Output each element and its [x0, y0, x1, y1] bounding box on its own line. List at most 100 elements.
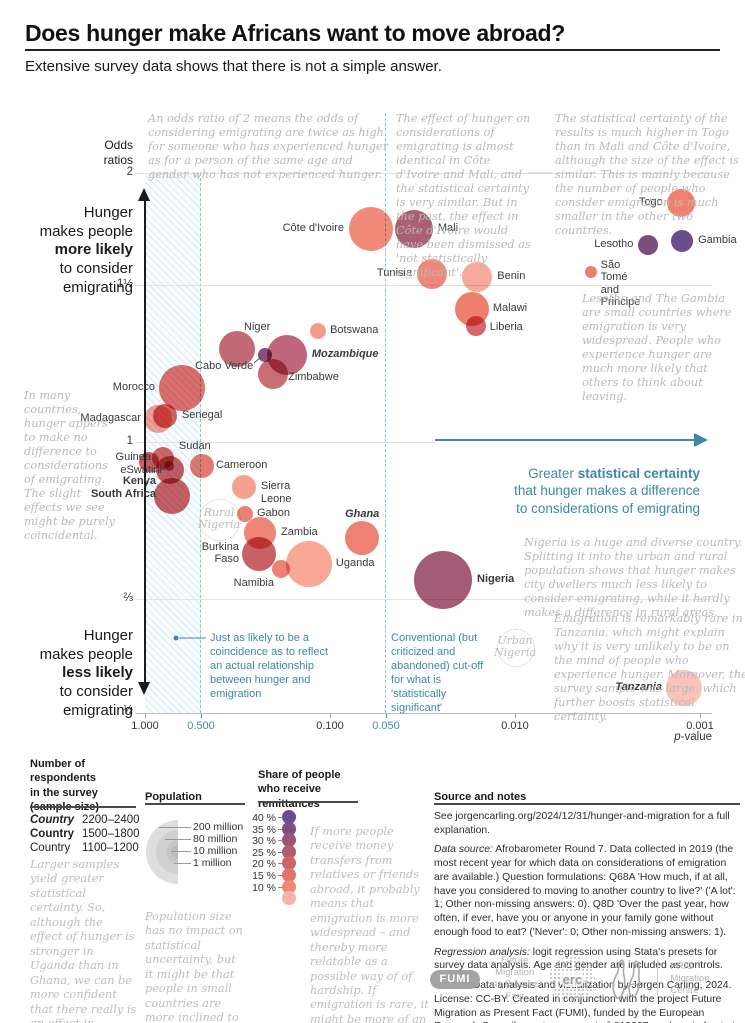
- source-paragraphs: See jorgencarling.org/2024/12/31/hunger-…: [434, 810, 742, 1023]
- country-label-cabo-verde: Cabo Verde: [195, 360, 254, 373]
- dashed-line-p05: [200, 173, 201, 713]
- population-size-legend: 200 million 80 million 10 million 1 million: [145, 818, 245, 898]
- bubble-cabo-verde: [258, 348, 273, 363]
- bubble-gambia: [671, 229, 694, 252]
- odds-ratios-label: Odds ratios: [103, 138, 133, 167]
- country-label-ghana: Ghana: [345, 508, 380, 521]
- legend-remittances-title: Share of people who receive remittances: [258, 769, 341, 810]
- sample-range-regular: 1100–1200: [82, 842, 139, 855]
- less-likely-bold: less likely: [62, 664, 133, 682]
- sample-range-bold: 1500–1800: [82, 828, 140, 841]
- sample-row-bold-italic: Country 2200–2400: [30, 814, 142, 826]
- bubble-namibia: [272, 560, 290, 579]
- remittance-tick-25: 25 %: [252, 846, 276, 859]
- legend-sample-rows: Country 2200–2400 Country 1500–1800 Country 1…: [30, 814, 142, 856]
- country-label-botswana: Botswana: [330, 324, 379, 337]
- annotation-tanzania: Emigration is remarkably rare in Tanzani…: [554, 612, 745, 723]
- source-data-source: Data source: Afrobarometer Round 7. Data…: [434, 843, 742, 939]
- remittance-tick-dash: [278, 863, 283, 865]
- remittance-dot-0: [282, 810, 296, 824]
- country-label-nigeria: Nigeria: [477, 573, 515, 586]
- x-tick-0-500: 0.500: [187, 720, 215, 732]
- country-label-rural-nigeria: Rural Nigeria: [198, 506, 241, 532]
- remittance-tick-30: 30 %: [252, 835, 276, 848]
- coincidence-zone-hatch: [145, 173, 201, 713]
- country-label-morocco: Morocco: [112, 380, 155, 393]
- bubble-tanzania: [666, 670, 703, 707]
- bubble-s-o-tom-and-principe: [584, 265, 597, 278]
- country-label-s-o-tom-and-principe: São Tomé and Principe: [600, 258, 641, 308]
- remittance-tick-dash: [278, 851, 283, 853]
- bubble-zimbabwe: [258, 359, 289, 390]
- annotation-lesotho-gambia: Lesotho and The Gambia are small countri…: [582, 292, 732, 403]
- annotation-no-difference: In many countries, hunger appers to make…: [24, 389, 116, 542]
- bubble-sierra-leone: [231, 475, 256, 500]
- less-likely-post: to consider emigrating: [59, 683, 133, 719]
- y-tick-1: 1: [126, 435, 133, 447]
- certainty-arrow-head: [694, 433, 708, 447]
- country-label-sierra-leone: Sierra Leone: [260, 480, 292, 505]
- country-label-tanzania: Tanzania: [615, 681, 663, 694]
- bubble-uganda: [285, 541, 332, 588]
- country-label-mozambique: Mozambique: [311, 348, 379, 361]
- population-leader-line: [174, 863, 191, 864]
- source-regression-lead: Regression analysis:: [434, 946, 530, 958]
- p-value-italic: p: [674, 731, 681, 743]
- less-likely-label: Hunger makes people less likely to consi…: [20, 608, 133, 721]
- bubble-senegal: [152, 403, 177, 428]
- legend-remittances-rule: [258, 801, 358, 803]
- country-label-south-africa: South Africa: [90, 488, 156, 501]
- country-label-lesotho: Lesotho: [594, 238, 634, 251]
- remittance-tick-35: 35 %: [252, 823, 276, 836]
- bubble-gabon: [237, 506, 253, 523]
- y-tick-: ½: [123, 704, 133, 716]
- logo-row: FUMI Future Migration as Present Fact er…: [430, 950, 742, 1008]
- x-tickmark-0-500: [201, 713, 202, 718]
- population-label-1-million: 1 million: [193, 857, 232, 869]
- remittance-dot-7: [282, 891, 296, 906]
- country-label-senegal: Senegal: [181, 408, 223, 421]
- certainty-bold: statistical certainty: [577, 465, 700, 481]
- legend-sample-rule: [30, 806, 136, 808]
- country-label-malawi: Malawi: [492, 301, 528, 314]
- y-axis-arrow-down: [138, 682, 150, 695]
- annotation-cutoff: Conventional (but criticized and abandon…: [391, 632, 484, 715]
- legend-population-title: Population: [145, 791, 202, 803]
- remittance-tick-10: 10 %: [252, 881, 276, 894]
- remittance-dot-3: [282, 844, 296, 859]
- legend-remittances-note: If more people receive money transfers f…: [310, 825, 429, 1023]
- country-label-togo: Togo: [638, 196, 663, 209]
- legend-sample-note: Larger samples yield greater statistical…: [30, 858, 137, 1023]
- logo-divider: [657, 959, 659, 999]
- bubble-niger: [219, 331, 256, 368]
- country-label-cameroon: Cameroon: [215, 459, 268, 471]
- remittance-dot-1: [282, 821, 296, 836]
- country-label-mali: Mali: [437, 222, 459, 235]
- remittance-tick-dash: [278, 817, 283, 818]
- country-label-guinea: Guinea: [115, 450, 152, 463]
- more-likely-pre: Hunger makes people: [39, 203, 133, 240]
- y-axis-arrow-up: [138, 188, 150, 201]
- annotation-coincidence: Just as likely to be a coincidence as to…: [210, 632, 329, 701]
- scatter-chart: 2 1½ 1 ⅔ ½ 1.000 0.500 0.100 0.050 0.010 0.001 Tog…: [80, 113, 737, 732]
- sample-country-bold-italic: Country: [30, 814, 75, 826]
- x-tickmark-0-050: [386, 713, 387, 718]
- prio-caption: PRIO Migration Centre: [670, 961, 710, 996]
- bubble-lesotho: [638, 235, 659, 256]
- population-leader-line: [159, 827, 191, 828]
- remittance-tick-dash: [278, 875, 283, 876]
- page-title: Does hunger make Africans want to move a…: [25, 20, 566, 46]
- source-credits-text: Data analysis and visualization by Jørge…: [434, 980, 735, 1023]
- remittance-tick-20: 20 %: [252, 858, 276, 871]
- source-data-source-text: Afrobarometer Round 7. Data collected in…: [434, 844, 736, 938]
- country-label-zambia: Zambia: [280, 526, 318, 539]
- country-label-liberia: Liberia: [489, 320, 523, 333]
- fumi-caption: Future Migration as Present Fact: [492, 955, 538, 1002]
- source-title: Source and notes: [434, 791, 527, 803]
- bubble-ghana: [345, 521, 380, 556]
- source-see-link: See jorgencarling.org/2024/12/31/hunger-…: [434, 811, 730, 836]
- gridline-odds-2: [135, 172, 712, 174]
- remittance-dot-6: [282, 879, 296, 894]
- fumi-logo: FUMI: [430, 969, 480, 989]
